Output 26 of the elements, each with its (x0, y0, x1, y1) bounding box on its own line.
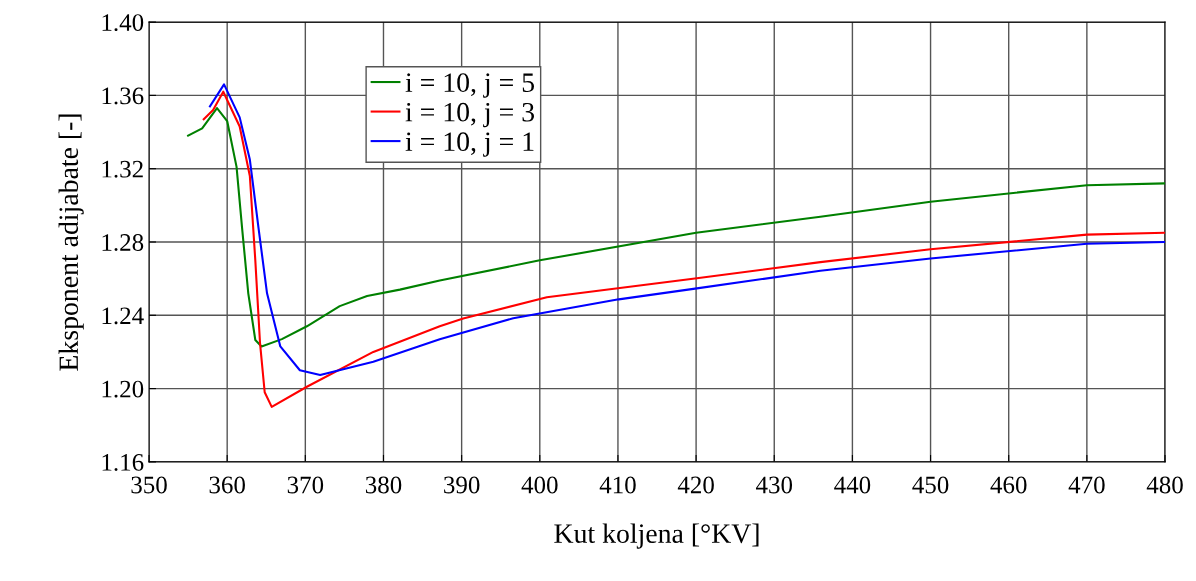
x-axis-title: Kut koljena [°KV] (554, 523, 759, 549)
y-tick-label: 1.36 (102, 87, 144, 105)
x-tick-label: 430 (755, 476, 793, 494)
x-tick-label: 460 (990, 476, 1027, 494)
x-tick-label: 360 (209, 476, 245, 494)
x-tick-label: 480 (1146, 476, 1183, 494)
y-tick-label: 1.16 (102, 454, 144, 471)
x-tick-label: 420 (677, 476, 714, 494)
y-tick-label: 1.28 (102, 234, 144, 252)
y-tick-label: 1.32 (102, 160, 143, 178)
y-tick-label: 1.40 (102, 14, 144, 32)
x-tick-label: 350 (131, 476, 167, 494)
x-tick-label: 400 (521, 476, 558, 494)
x-tick-label: 470 (1068, 476, 1105, 494)
x-tick-label: 450 (912, 476, 949, 494)
x-tick-label: 370 (287, 476, 324, 494)
y-tick-label: 1.20 (102, 380, 144, 398)
legend-label: i = 10, j = 3 (405, 102, 535, 128)
legend-label: i = 10, j = 1 (405, 132, 534, 157)
x-tick-label: 380 (365, 476, 402, 494)
x-tick-label: 390 (444, 476, 480, 494)
y-axis-title: Eksponent adijabate [-] (58, 114, 84, 371)
x-tick-label: 440 (834, 476, 871, 494)
y-tick-label: 1.24 (102, 307, 144, 325)
x-tick-label: 410 (599, 476, 636, 494)
legend-label: i = 10, j = 5 (405, 73, 535, 98)
